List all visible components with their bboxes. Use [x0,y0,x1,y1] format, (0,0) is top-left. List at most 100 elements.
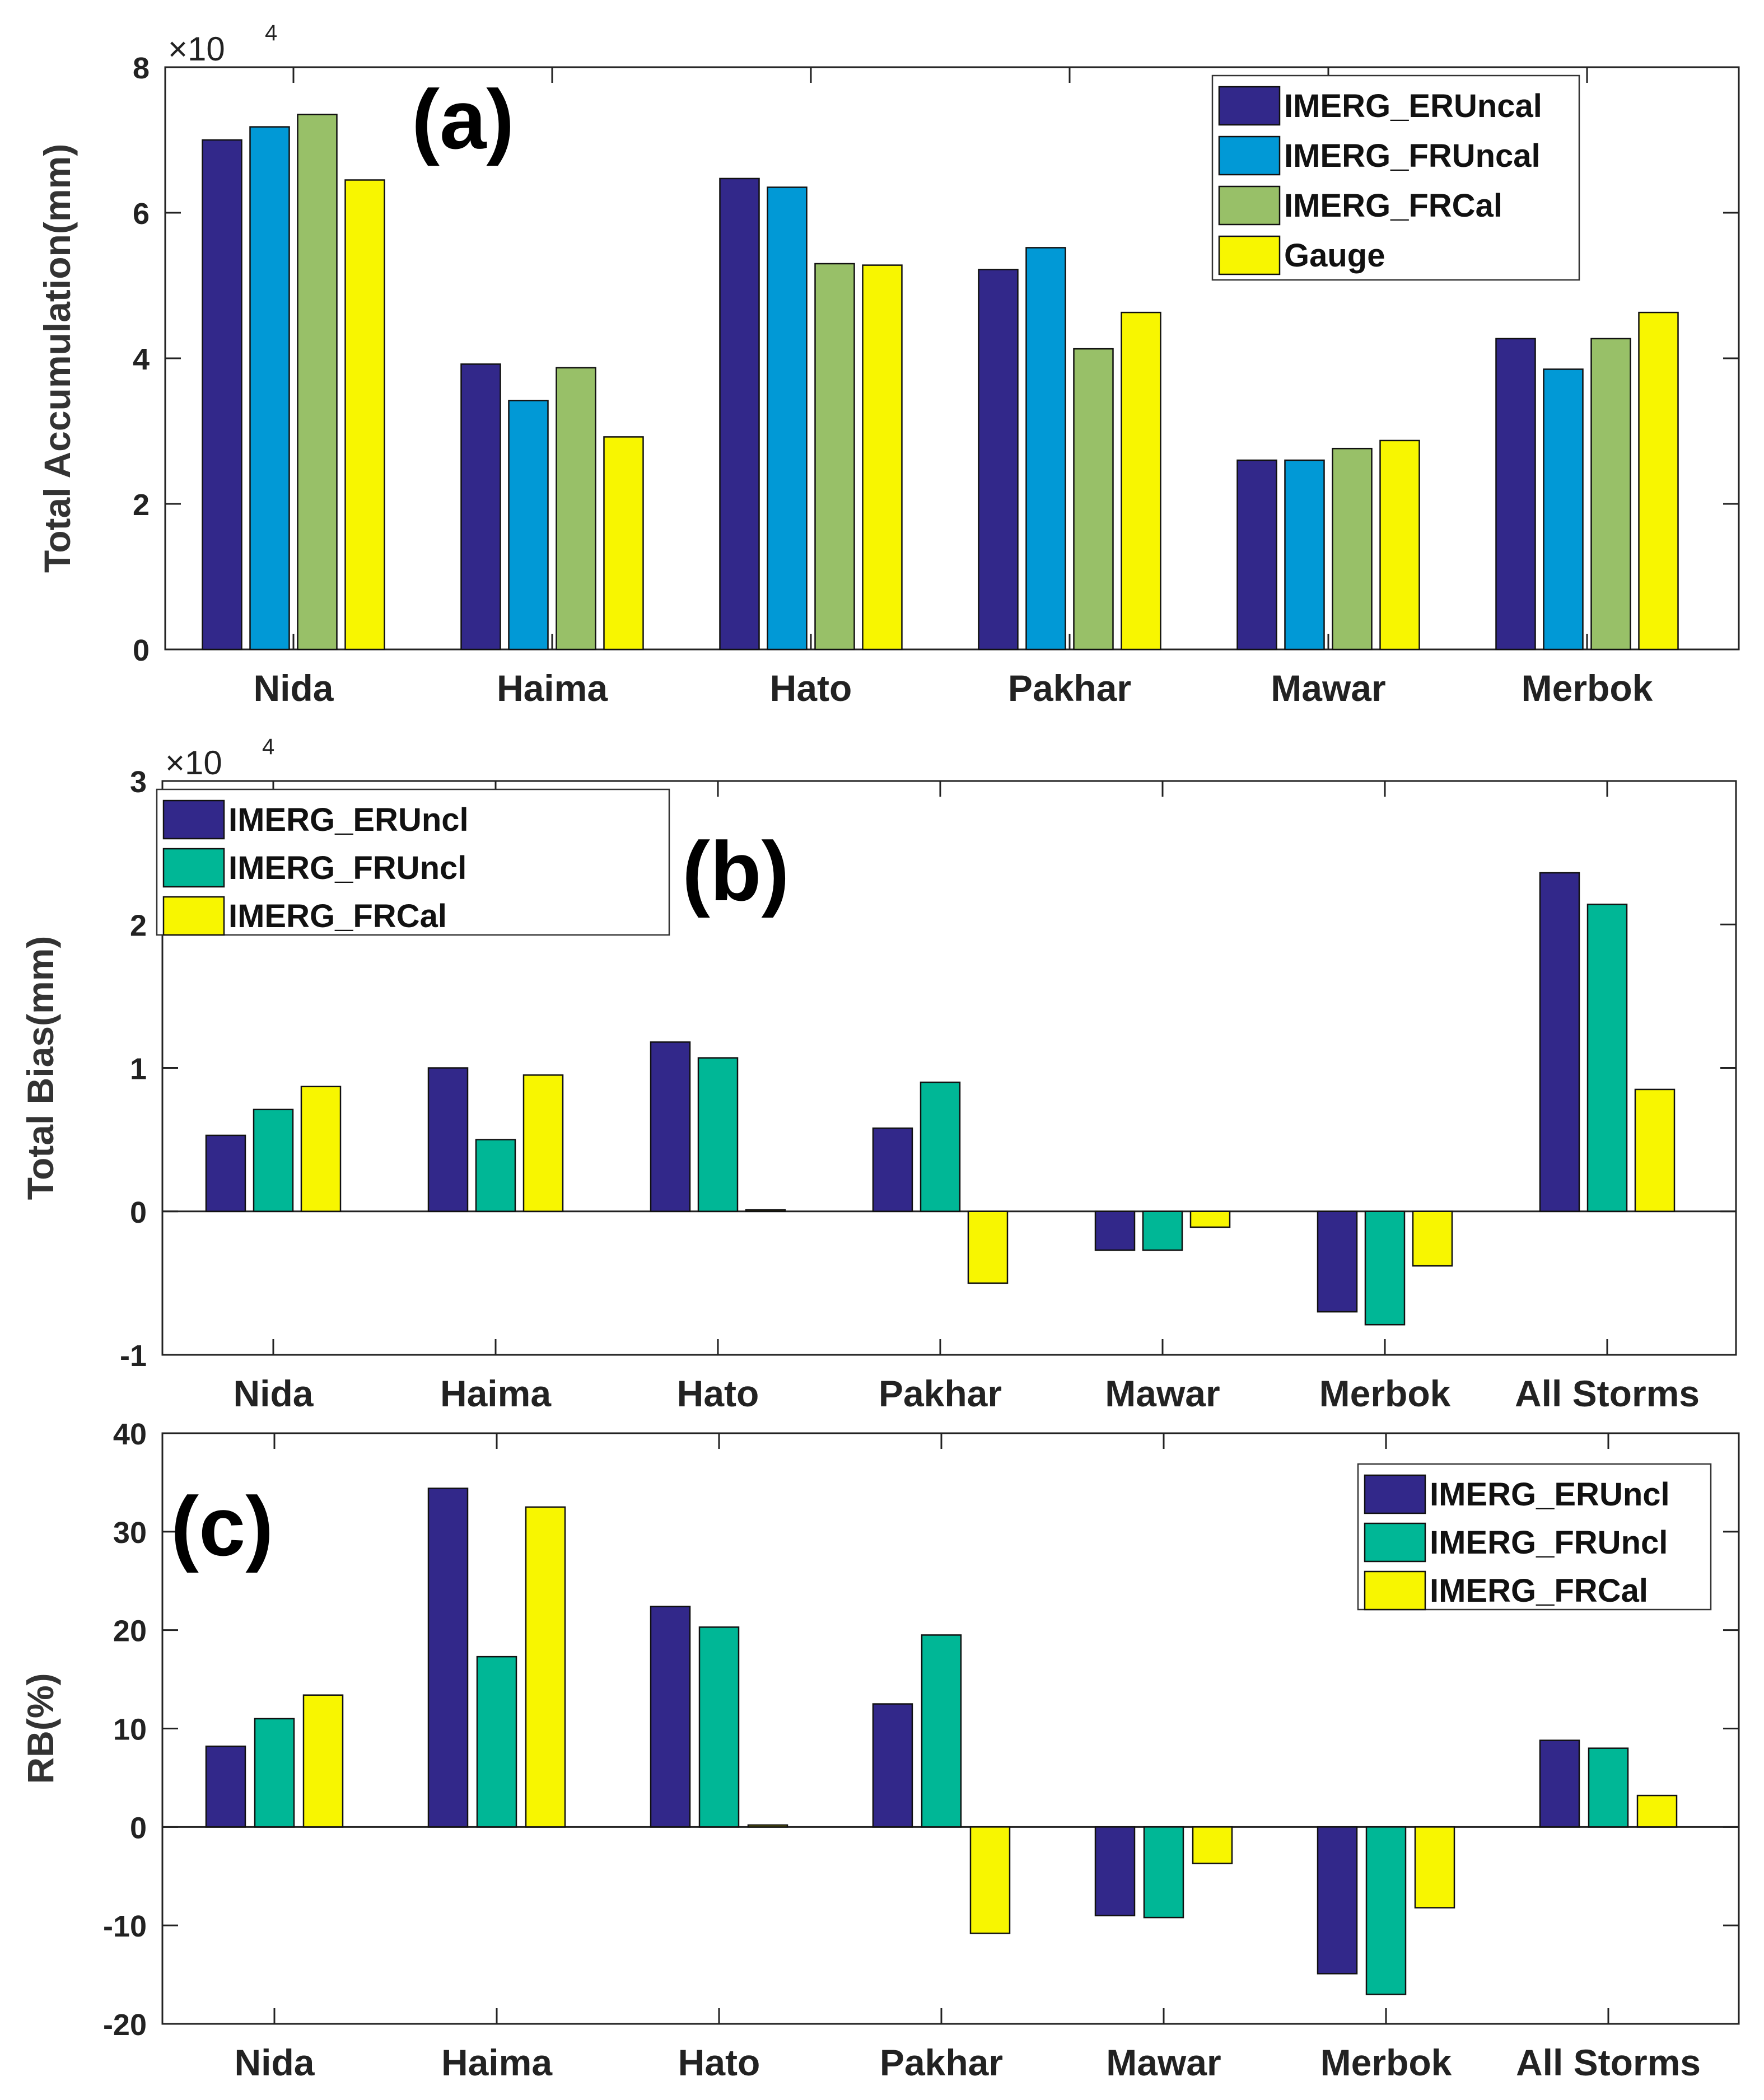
bar-imerg-fruncal-haima [508,400,549,651]
chart-panel-3: -20 -10 0 10 20 30 40 RB(%) Nida Haima Hato Pakhar M… [20,1418,1740,2083]
ytick-label: 3 [130,765,147,799]
legend-swatch [162,848,225,888]
category-label-haima: Haima [440,1373,552,1414]
bar-gauge-pakhar [1121,311,1161,651]
bar-imerg-eruncl-hato [650,1041,691,1212]
bar-imerg-frcal-nida [302,1694,344,1828]
bar-imerg-eruncl-mawar [1094,1826,1136,1916]
category-label-nida: Nida [253,667,334,709]
bar-imerg-fruncl-nida [253,1109,294,1212]
bar-imerg-frcal-all-storms [1634,1088,1676,1212]
category-label-haima: Haima [497,667,608,709]
category-label-merbok: Merbok [1522,667,1653,709]
legend-label: IMERG_ERUncl [1430,1476,1670,1513]
bar-imerg-eruncl-merbok [1317,1210,1358,1313]
bar-imerg-frcal-nida [297,114,338,651]
bar-imerg-frcal-pakhar [1073,348,1114,651]
ytick-label: -1 [120,1339,147,1373]
bar-imerg-eruncl-nida [205,1745,246,1828]
bar-imerg-fruncl-mawar [1143,1826,1184,1919]
ytick-label: 0 [130,1196,147,1229]
y-axis-label: RB(%) [20,1673,61,1784]
legend-swatch [1218,86,1281,126]
bar-imerg-frcal-mawar [1192,1826,1233,1864]
ytick-label: -20 [103,2008,147,2042]
bar-imerg-eruncl-haima [427,1067,469,1212]
bar-gauge-hato [862,264,903,651]
bar-imerg-frcal-haima [525,1506,566,1828]
bar-imerg-frcal-hato [814,263,855,651]
y-multiplier: ×10 [165,744,222,782]
legend-label: IMERG_ERUncal [1284,88,1542,124]
category-label-pakhar: Pakhar [1008,667,1131,709]
panel-label: (c) [171,1479,273,1573]
bar-imerg-eruncl-all-storms [1539,872,1580,1212]
chart-panel-2: -1 0 1 2 3 ×10 4 Total Bias(mm) Nida Haima Hato Pak… [20,735,1737,1414]
bar-imerg-eruncal-pakhar [978,269,1019,651]
bar-imerg-eruncal-hato [719,177,760,651]
y-multiplier: ×10 [168,30,225,68]
bar-imerg-fruncal-mawar [1284,459,1325,651]
bar-imerg-eruncl-mawar [1094,1210,1136,1251]
legend-swatch [1364,1522,1426,1563]
y-axis-label: Total Bias(mm) [20,936,61,1200]
legend-swatch [1218,135,1281,176]
category-label-hato: Hato [770,667,852,709]
bar-gauge-haima [603,436,644,651]
category-label-hato: Hato [678,2042,760,2083]
legend-label: IMERG_FRUncl [228,850,466,886]
bar-gauge-merbok [1638,311,1679,651]
bar-imerg-fruncl-pakhar [921,1634,962,1828]
bar-imerg-frcal-hato [747,1824,788,1828]
bar-imerg-fruncal-nida [249,126,290,651]
bar-imerg-eruncl-pakhar [872,1127,913,1212]
bar-imerg-eruncal-nida [202,139,242,651]
bar-imerg-fruncl-all-storms [1586,904,1628,1212]
bar-gauge-nida [344,179,385,651]
category-label-nida: Nida [234,2042,315,2083]
category-label-pakhar: Pakhar [879,1373,1002,1414]
legend-label: IMERG_FRCal [1284,188,1502,224]
legend: IMERG_ERUncl IMERG_FRUncl IMERG_FRCal [1357,1463,1712,1611]
bar-imerg-eruncl-all-storms [1539,1739,1580,1828]
panel-label: (a) [412,72,514,166]
bar-imerg-eruncl-hato [650,1606,691,1828]
bar-imerg-eruncl-merbok [1317,1826,1358,1975]
legend-label: IMERG_ERUncl [228,802,469,838]
bar-imerg-fruncl-pakhar [920,1081,961,1212]
legend-swatch [1218,235,1281,275]
bar-imerg-fruncl-hato [698,1626,740,1828]
bar-imerg-frcal-nida [300,1086,342,1212]
bar-imerg-eruncal-haima [460,363,501,651]
bar-gauge-mawar [1379,439,1420,651]
bar-imerg-frcal-merbok [1414,1826,1455,1909]
category-label-hato: Hato [677,1373,759,1414]
ytick-label: 2 [130,909,147,942]
bar-imerg-fruncl-merbok [1364,1210,1406,1326]
bar-imerg-frcal-haima [556,367,596,651]
panel-label: (b) [682,824,790,918]
ytick-label: -10 [103,1910,147,1943]
category-label-all-storms: All Storms [1516,2042,1701,2083]
bar-imerg-frcal-pakhar [969,1826,1011,1934]
ytick-label: 4 [133,343,150,376]
legend-label: Gauge [1284,237,1385,274]
category-label-pakhar: Pakhar [880,2042,1003,2083]
legend: IMERG_ERUncal IMERG_FRUncal IMERG_FRCal Gau… [1211,74,1580,281]
category-label-mawar: Mawar [1271,667,1385,709]
legend-swatch [1364,1570,1426,1611]
bar-imerg-fruncal-hato [767,186,808,651]
legend-swatch [162,799,225,840]
legend-swatch [1364,1474,1426,1514]
bar-imerg-eruncl-pakhar [872,1703,913,1828]
bar-imerg-frcal-hato [745,1209,786,1212]
legend-label: IMERG_FRUncal [1284,138,1541,174]
ytick-label: 1 [130,1053,147,1086]
ytick-label: 0 [133,634,150,667]
bar-imerg-fruncl-hato [697,1057,739,1212]
bar-imerg-frcal-haima [522,1074,564,1212]
ytick-label: 30 [113,1516,147,1550]
bar-imerg-eruncl-nida [205,1134,246,1212]
bar-imerg-eruncal-mawar [1236,459,1277,651]
